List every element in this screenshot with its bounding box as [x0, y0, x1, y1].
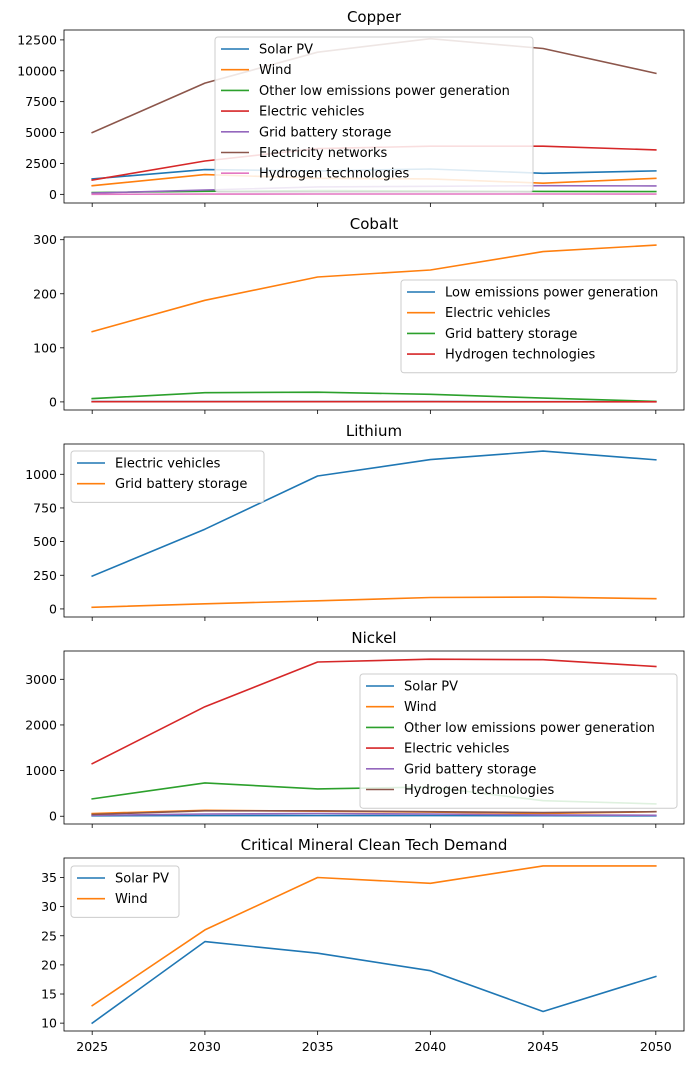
legend-label: Electric vehicles [445, 306, 551, 321]
chart-title: Cobalt [350, 215, 399, 233]
y-tick-label: 1000 [25, 763, 57, 778]
x-tick-label: 2030 [189, 1039, 221, 1054]
series-line-wind [91, 865, 657, 1007]
x-tick-label: 2045 [527, 1039, 559, 1054]
legend: Solar PV Wind [70, 865, 180, 918]
chart-title: Nickel [351, 629, 396, 647]
y-tick-label: 10 [41, 1016, 57, 1031]
legend-label: Other low emissions power generation [259, 84, 510, 99]
legend-label: Wind [404, 700, 437, 715]
plot-area [63, 650, 685, 825]
x-tick-label: 2050 [640, 1039, 672, 1054]
y-tick-label: 3000 [25, 672, 57, 687]
series-line-electric-vehicles [91, 658, 657, 765]
chart-panel-0: Copper 0 2500 5000 7500 10000 12500 Solar PV Win… [17, 8, 685, 207]
y-tick-label: 20 [41, 957, 57, 972]
plot-area [63, 857, 685, 1032]
legend-label: Other low emissions power generation [404, 721, 655, 736]
legend-label: Hydrogen technologies [445, 348, 595, 363]
legend: Low emissions power generation Electric v… [400, 279, 678, 374]
y-tick-label: 250 [33, 568, 57, 583]
legend-label: Wind [259, 63, 292, 78]
y-tick-label: 300 [33, 232, 57, 247]
legend-box [70, 865, 180, 918]
y-tick-label: 0 [49, 187, 57, 202]
chart-panel-2: Lithium 0 250 500 750 1000 Electric vehicles Gr… [25, 422, 685, 621]
y-tick-label: 25 [41, 928, 57, 943]
y-tick-label: 0 [49, 809, 57, 824]
legend-box [70, 450, 265, 503]
y-tick-label: 1000 [25, 467, 57, 482]
legend: Solar PV Wind Other low emissions power ge… [214, 36, 534, 193]
series-line-electric-vehicles [91, 244, 657, 333]
y-tick-label: 5000 [25, 125, 57, 140]
legend-label: Hydrogen technologies [259, 167, 409, 182]
series-line-grid-battery-storage [91, 812, 657, 817]
y-tick-label: 0 [49, 601, 57, 616]
series-line-grid-battery-storage [91, 596, 657, 609]
y-tick-label: 10000 [17, 63, 57, 78]
series-line-grid-battery-storage [91, 391, 657, 403]
plot-area [63, 443, 685, 618]
legend-label: Grid battery storage [115, 477, 247, 492]
x-tick-label: 2035 [302, 1039, 334, 1054]
legend-label: Solar PV [259, 43, 313, 58]
y-tick-label: 30 [41, 899, 57, 914]
chart-panel-1: Cobalt 0 100 200 300 Low emissions power gene… [33, 215, 685, 414]
chart-title: Copper [347, 8, 402, 26]
series-line-electric-vehicles [91, 450, 657, 578]
legend-label: Electricity networks [259, 146, 388, 161]
legend: Solar PV Wind Other low emissions power ge… [359, 673, 678, 809]
chart-title: Lithium [346, 422, 402, 440]
legend-label: Wind [115, 892, 148, 907]
y-tick-label: 0 [49, 394, 57, 409]
y-tick-label: 35 [41, 870, 57, 885]
chart-panel-3: Nickel 0 1000 2000 3000 Solar PV Wind Other low… [25, 629, 685, 828]
legend: Electric vehicles Grid battery storage [70, 450, 265, 503]
legend-label: Electric vehicles [259, 105, 365, 120]
legend-label: Electric vehicles [115, 457, 221, 472]
y-tick-label: 7500 [25, 94, 57, 109]
y-tick-label: 12500 [17, 32, 57, 47]
legend-label: Low emissions power generation [445, 286, 658, 301]
series-line-hydrogen-technologies [91, 809, 657, 816]
y-tick-label: 750 [33, 500, 57, 515]
x-tick-label: 2025 [76, 1039, 108, 1054]
y-tick-label: 2000 [25, 717, 57, 732]
legend-label: Hydrogen technologies [404, 783, 554, 798]
legend-box [214, 36, 534, 193]
series-line-solar-pv [91, 940, 657, 1025]
legend-label: Grid battery storage [259, 125, 391, 140]
chart-panel-4: Critical Mineral Clean Tech Demand 10 15 20… [41, 836, 685, 1054]
legend-label: Electric vehicles [404, 742, 510, 757]
y-tick-label: 15 [41, 987, 57, 1002]
legend-label: Solar PV [404, 680, 458, 695]
y-tick-label: 500 [33, 534, 57, 549]
y-tick-label: 100 [33, 340, 57, 355]
legend-box [359, 673, 678, 809]
legend-label: Grid battery storage [404, 762, 536, 777]
x-tick-label: 2040 [414, 1039, 446, 1054]
y-tick-label: 2500 [25, 156, 57, 171]
plot-area [63, 236, 685, 411]
legend-label: Solar PV [115, 872, 169, 887]
plot-area [63, 29, 685, 204]
legend-box [400, 279, 678, 374]
legend-label: Grid battery storage [445, 327, 577, 342]
y-tick-label: 200 [33, 286, 57, 301]
chart-title: Critical Mineral Clean Tech Demand [241, 836, 508, 854]
